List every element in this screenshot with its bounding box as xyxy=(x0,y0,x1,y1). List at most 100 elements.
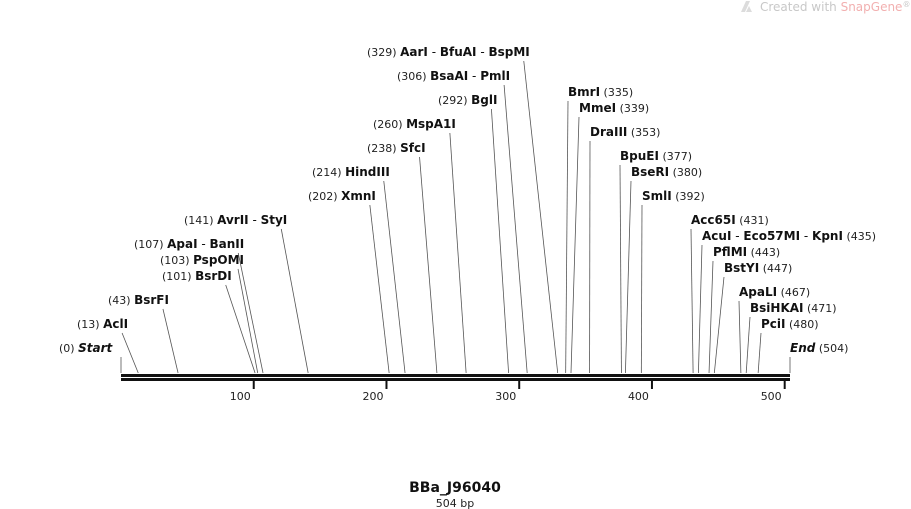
enzyme-name: HindIII xyxy=(345,165,390,179)
enzyme-name: KpnI xyxy=(812,229,843,243)
site-label: (103) PspOMI xyxy=(160,253,244,267)
site-leader-line xyxy=(708,260,714,374)
enzyme-name: DraIII xyxy=(590,125,627,139)
backbone-bottom-strand xyxy=(121,378,790,381)
site-label: SmlI (392) xyxy=(642,189,705,203)
enzyme-name: BsrDI xyxy=(195,269,232,283)
site-leader-line xyxy=(491,108,509,374)
backbone-top-strand xyxy=(121,374,790,377)
site-label: (306) BsaAI - PmlI xyxy=(397,69,510,83)
enzyme-name: AclI xyxy=(103,317,128,331)
enzyme-name: AvrII xyxy=(217,213,249,227)
site-position: (431) xyxy=(739,214,769,227)
site-bsrdi: (101) BsrDI xyxy=(162,269,256,374)
site-label: MmeI (339) xyxy=(579,101,649,115)
site-position: (435) xyxy=(846,230,876,243)
enzyme-separator: - xyxy=(428,45,440,59)
site-draiii: DraIII (353) xyxy=(589,125,660,374)
site-acli: (13) AclI xyxy=(77,317,139,374)
enzyme-name: BfuAI xyxy=(440,45,477,59)
site-position: (353) xyxy=(631,126,661,139)
site-leader-line xyxy=(625,180,632,374)
site-leader-line xyxy=(237,268,259,374)
enzyme-name: BseRI xyxy=(631,165,669,179)
enzyme-name: XmnI xyxy=(341,189,376,203)
site-position: (107) xyxy=(134,238,164,251)
site-hindiii: (214) HindIII xyxy=(312,165,406,374)
site-label: (292) BglI xyxy=(438,93,497,107)
site-label: PflMI (443) xyxy=(713,245,780,259)
axis-tick-label: 100 xyxy=(230,390,251,403)
site-leader-line xyxy=(419,156,438,374)
site-bpuei: BpuEI (377) xyxy=(619,149,692,374)
site-position: (443) xyxy=(751,246,781,259)
site-label: (260) MspA1I xyxy=(373,117,456,131)
site-leader-line xyxy=(162,308,179,374)
site-sfci: (238) SfcI xyxy=(367,141,438,374)
site-position: (43) xyxy=(108,294,131,307)
enzyme-name: BsaAI xyxy=(430,69,468,83)
site-acui-eco57mi-kpni: AcuI - Eco57MI - KpnI (435) xyxy=(698,229,876,374)
site-bgli: (292) BglI xyxy=(438,93,509,374)
site-position: (292) xyxy=(438,94,468,107)
site-position: (335) xyxy=(604,86,634,99)
sequence-name: BBa_J96040 xyxy=(409,480,501,496)
site-avrii-styi: (141) AvrII - StyI xyxy=(184,213,309,374)
enzyme-name: BanII xyxy=(210,237,245,251)
site-label: (141) AvrII - StyI xyxy=(184,213,287,227)
site-leader-line xyxy=(369,204,390,374)
enzyme-name: BpuEI xyxy=(620,149,659,163)
site-aari-bfuai-bspmi: (329) AarI - BfuAI - BspMI xyxy=(367,45,559,374)
site-label: (329) AarI - BfuAI - BspMI xyxy=(367,45,530,59)
site-position: (504) xyxy=(819,342,849,355)
site-position: (467) xyxy=(781,286,811,299)
site-leader-line xyxy=(690,228,694,374)
site-bsrfi: (43) BsrFI xyxy=(108,293,179,374)
site-leader-line xyxy=(713,276,725,374)
site-pspomi: (103) PspOMI xyxy=(160,253,259,374)
site-leader-line xyxy=(237,252,264,374)
site-pcii: PciI (480) xyxy=(757,317,819,374)
enzyme-name: PmlI xyxy=(480,69,510,83)
enzyme-name: AarI xyxy=(400,45,428,59)
site-position: (329) xyxy=(367,46,397,59)
site-label: (43) BsrFI xyxy=(108,293,169,307)
site-position: (202) xyxy=(308,190,338,203)
enzyme-name: ApaLI xyxy=(739,285,777,299)
site-leader-line xyxy=(640,204,643,374)
enzyme-name: BsiHKAI xyxy=(750,301,804,315)
site-position: (377) xyxy=(662,150,692,163)
site-position: (339) xyxy=(620,102,650,115)
site-pflmi: PflMI (443) xyxy=(708,245,780,374)
site-label: Acc65I (431) xyxy=(691,213,769,227)
site-label: End (504) xyxy=(790,341,848,355)
site-leader-line xyxy=(745,316,751,374)
site-bseri: BseRI (380) xyxy=(625,165,703,374)
site-leader-line xyxy=(565,100,569,374)
site-end: End (504) xyxy=(789,341,848,373)
site-position: (214) xyxy=(312,166,342,179)
site-label: DraIII (353) xyxy=(590,125,660,139)
site-position: (141) xyxy=(184,214,214,227)
site-leader-line xyxy=(449,132,467,374)
axis-tick-label: 400 xyxy=(628,390,649,403)
site-position: (380) xyxy=(673,166,703,179)
site-label: (202) XmnI xyxy=(308,189,376,203)
enzyme-name: BspMI xyxy=(488,45,529,59)
site-bstyi: BstYI (447) xyxy=(713,261,792,374)
enzyme-name: StyI xyxy=(261,213,288,227)
enzyme-name: SmlI xyxy=(642,189,672,203)
enzyme-name: ApaI xyxy=(167,237,197,251)
site-label: BstYI (447) xyxy=(724,261,792,275)
site-position: (392) xyxy=(675,190,705,203)
site-acc65i: Acc65I (431) xyxy=(690,213,769,374)
enzyme-separator: - xyxy=(468,69,480,83)
site-leader-line xyxy=(383,180,406,374)
enzyme-name: PflMI xyxy=(713,245,747,259)
site-xmni: (202) XmnI xyxy=(308,189,390,374)
site-mmei: MmeI (339) xyxy=(570,101,649,374)
enzyme-separator: - xyxy=(249,213,261,227)
site-leader-line xyxy=(619,164,622,374)
site-apai-banii: (107) ApaI - BanII xyxy=(134,237,264,374)
site-label: (214) HindIII xyxy=(312,165,390,179)
